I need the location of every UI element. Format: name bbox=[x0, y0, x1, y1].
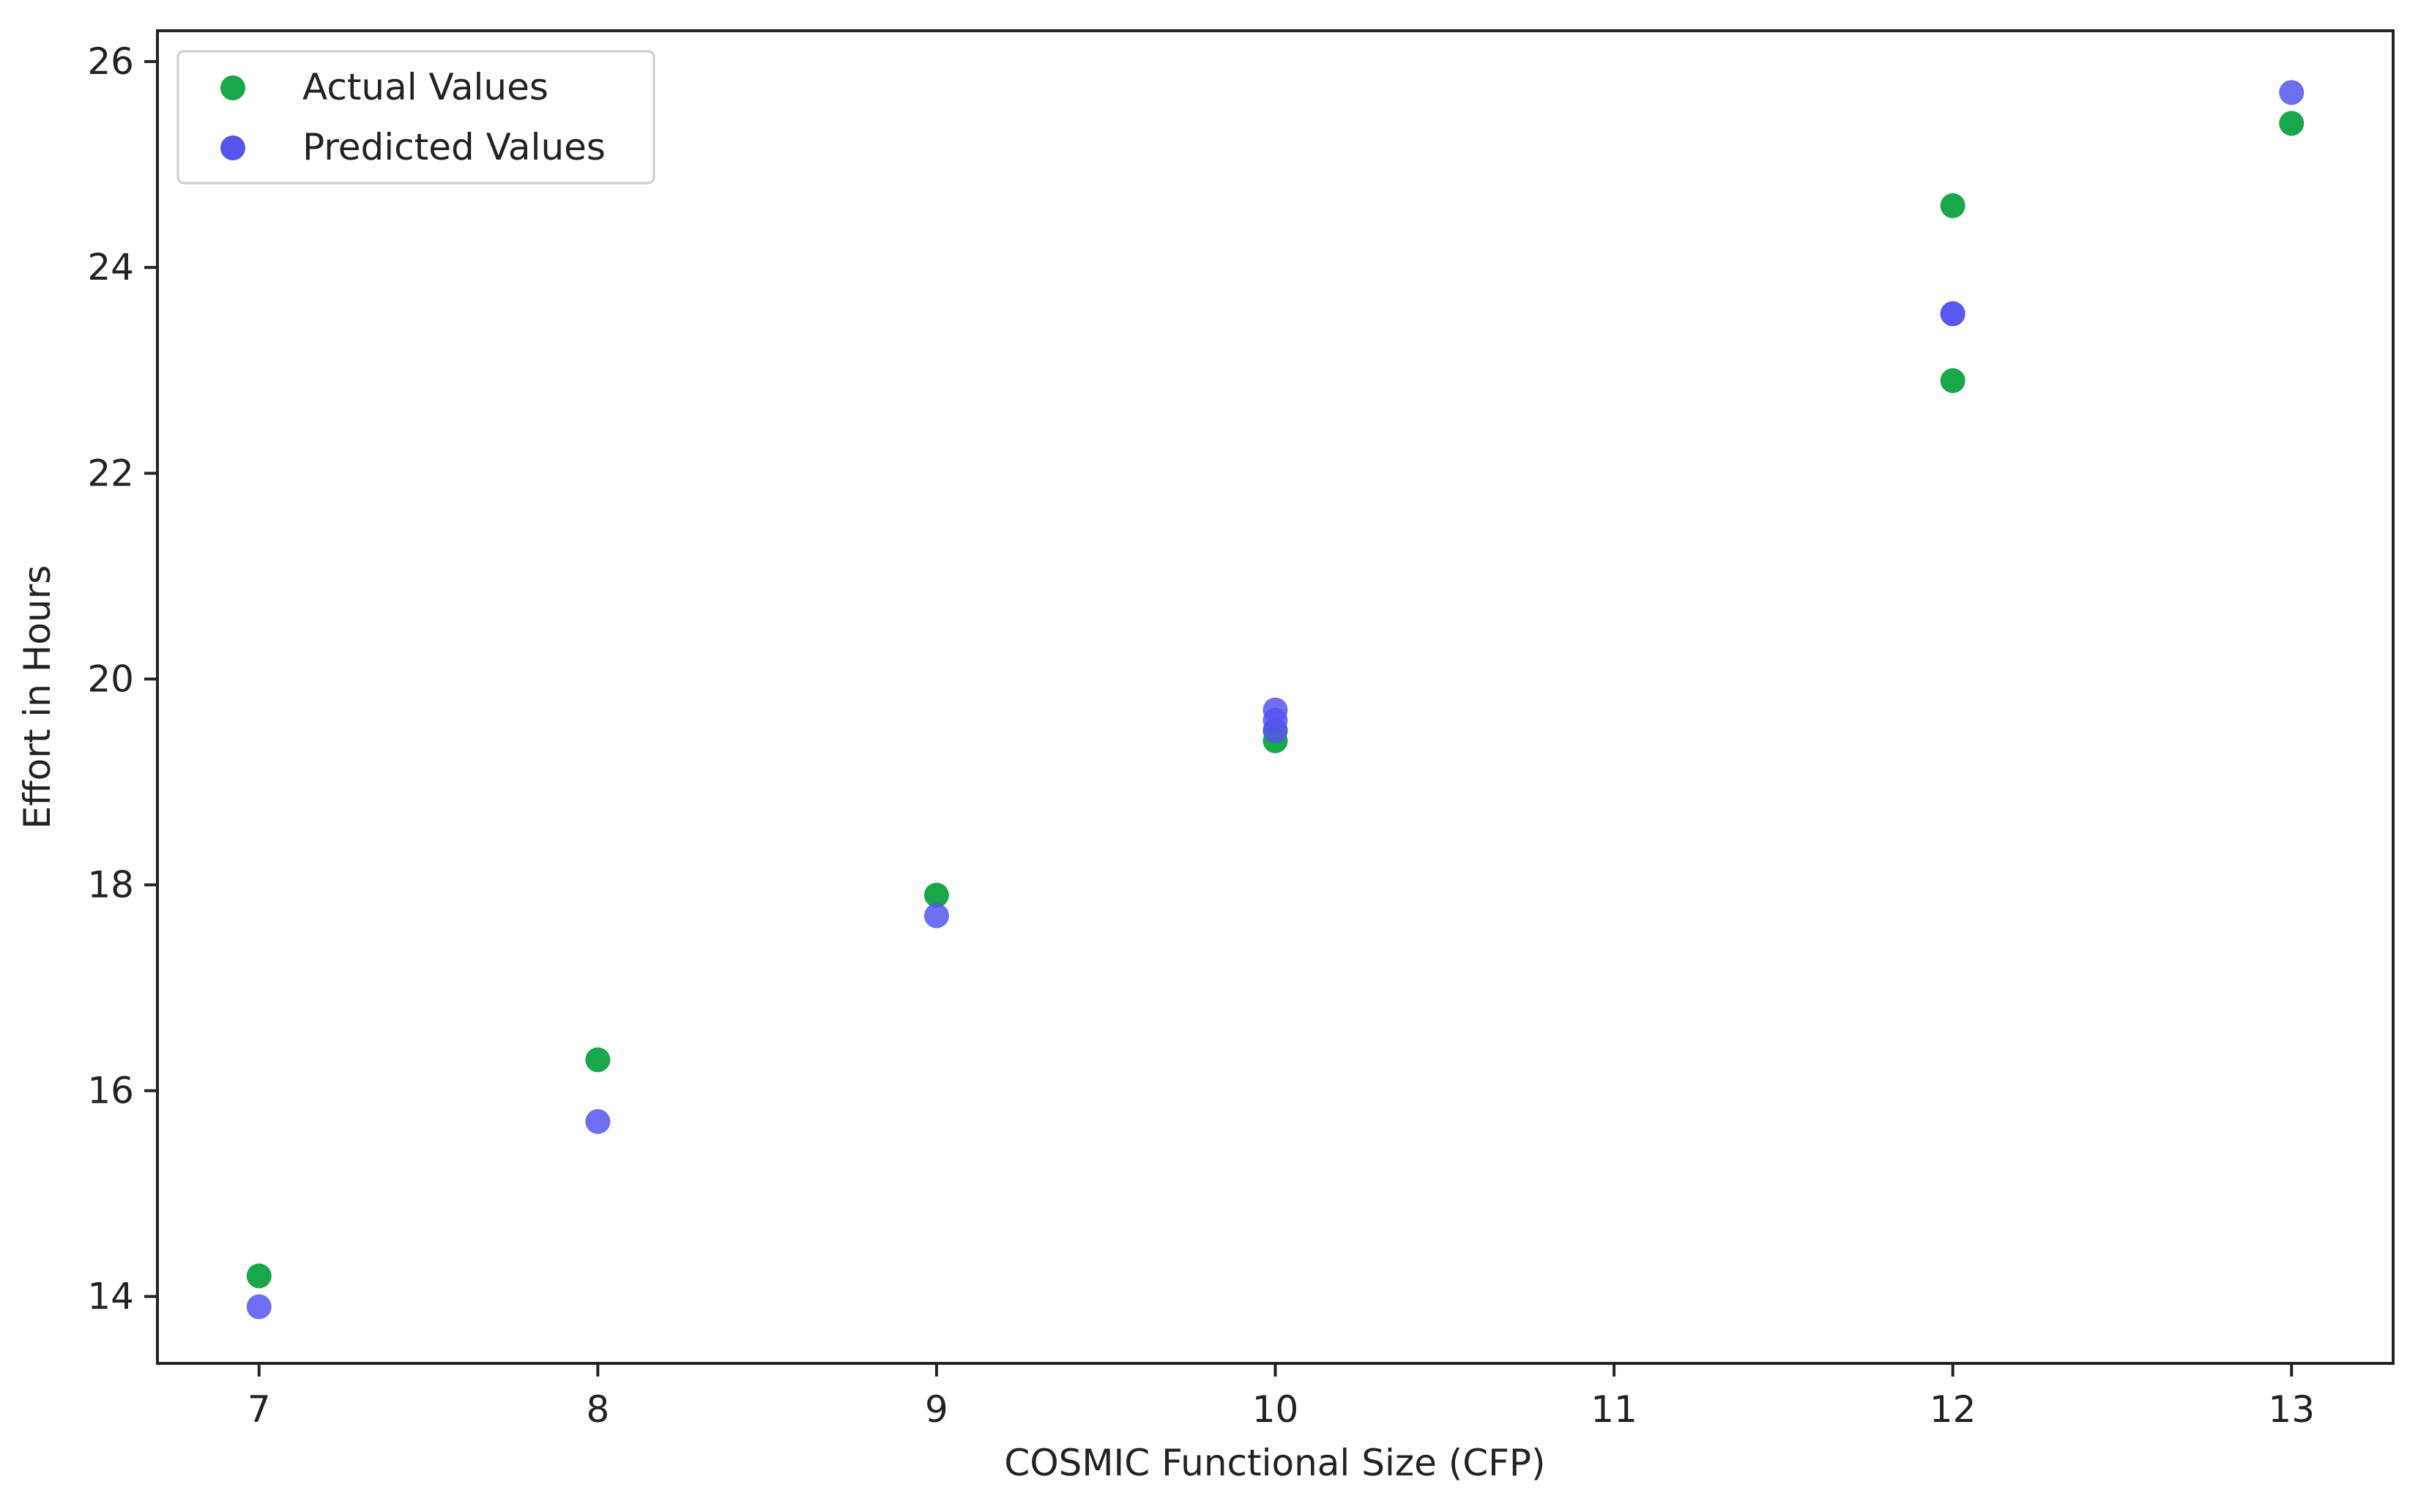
data-point-actual bbox=[1940, 193, 1965, 218]
data-point-predicted bbox=[923, 903, 949, 928]
y-tick-label: 16 bbox=[87, 1070, 134, 1112]
y-tick-label: 20 bbox=[87, 658, 134, 700]
data-point-actual bbox=[585, 1047, 611, 1073]
x-tick-label: 9 bbox=[925, 1388, 948, 1431]
x-axis-label: COSMIC Functional Size (CFP) bbox=[1004, 1442, 1545, 1484]
data-point-predicted bbox=[1262, 697, 1288, 723]
legend-marker-predicted bbox=[220, 135, 245, 160]
legend-label-predicted: Predicted Values bbox=[302, 126, 606, 168]
x-tick-label: 13 bbox=[2268, 1388, 2315, 1431]
data-point-predicted bbox=[1940, 301, 1965, 327]
data-point-predicted bbox=[585, 1109, 611, 1134]
data-point-actual bbox=[923, 882, 949, 908]
y-tick-label: 22 bbox=[87, 452, 134, 494]
ticks-layer: 7 8 9 10 11 12 13 14 16 18 20 22 24 26 bbox=[87, 40, 2315, 1431]
y-tick-label: 14 bbox=[87, 1275, 134, 1318]
data-point-predicted bbox=[246, 1294, 272, 1319]
data-point-actual bbox=[2279, 111, 2305, 136]
legend-box bbox=[176, 50, 655, 185]
y-axis-label: Effort in Hours bbox=[16, 565, 59, 830]
x-tick-label: 10 bbox=[1252, 1388, 1299, 1431]
y-tick-label: 18 bbox=[87, 863, 134, 906]
y-tick-label: 26 bbox=[87, 40, 134, 83]
data-point-actual bbox=[1940, 368, 1965, 393]
points-layer bbox=[246, 80, 2305, 1319]
y-tick-label: 24 bbox=[87, 246, 134, 288]
legend-label-actual: Actual Values bbox=[302, 66, 548, 108]
x-tick-label: 8 bbox=[586, 1388, 609, 1431]
data-point-actual bbox=[246, 1263, 272, 1289]
x-tick-label: 12 bbox=[1930, 1388, 1976, 1431]
plot-area bbox=[156, 29, 2395, 1365]
x-tick-label: 7 bbox=[248, 1388, 271, 1431]
legend: Actual Values Predicted Values bbox=[176, 50, 655, 185]
data-point-predicted bbox=[2279, 80, 2305, 105]
legend-marker-actual bbox=[220, 75, 245, 100]
x-tick-label: 11 bbox=[1591, 1388, 1637, 1431]
